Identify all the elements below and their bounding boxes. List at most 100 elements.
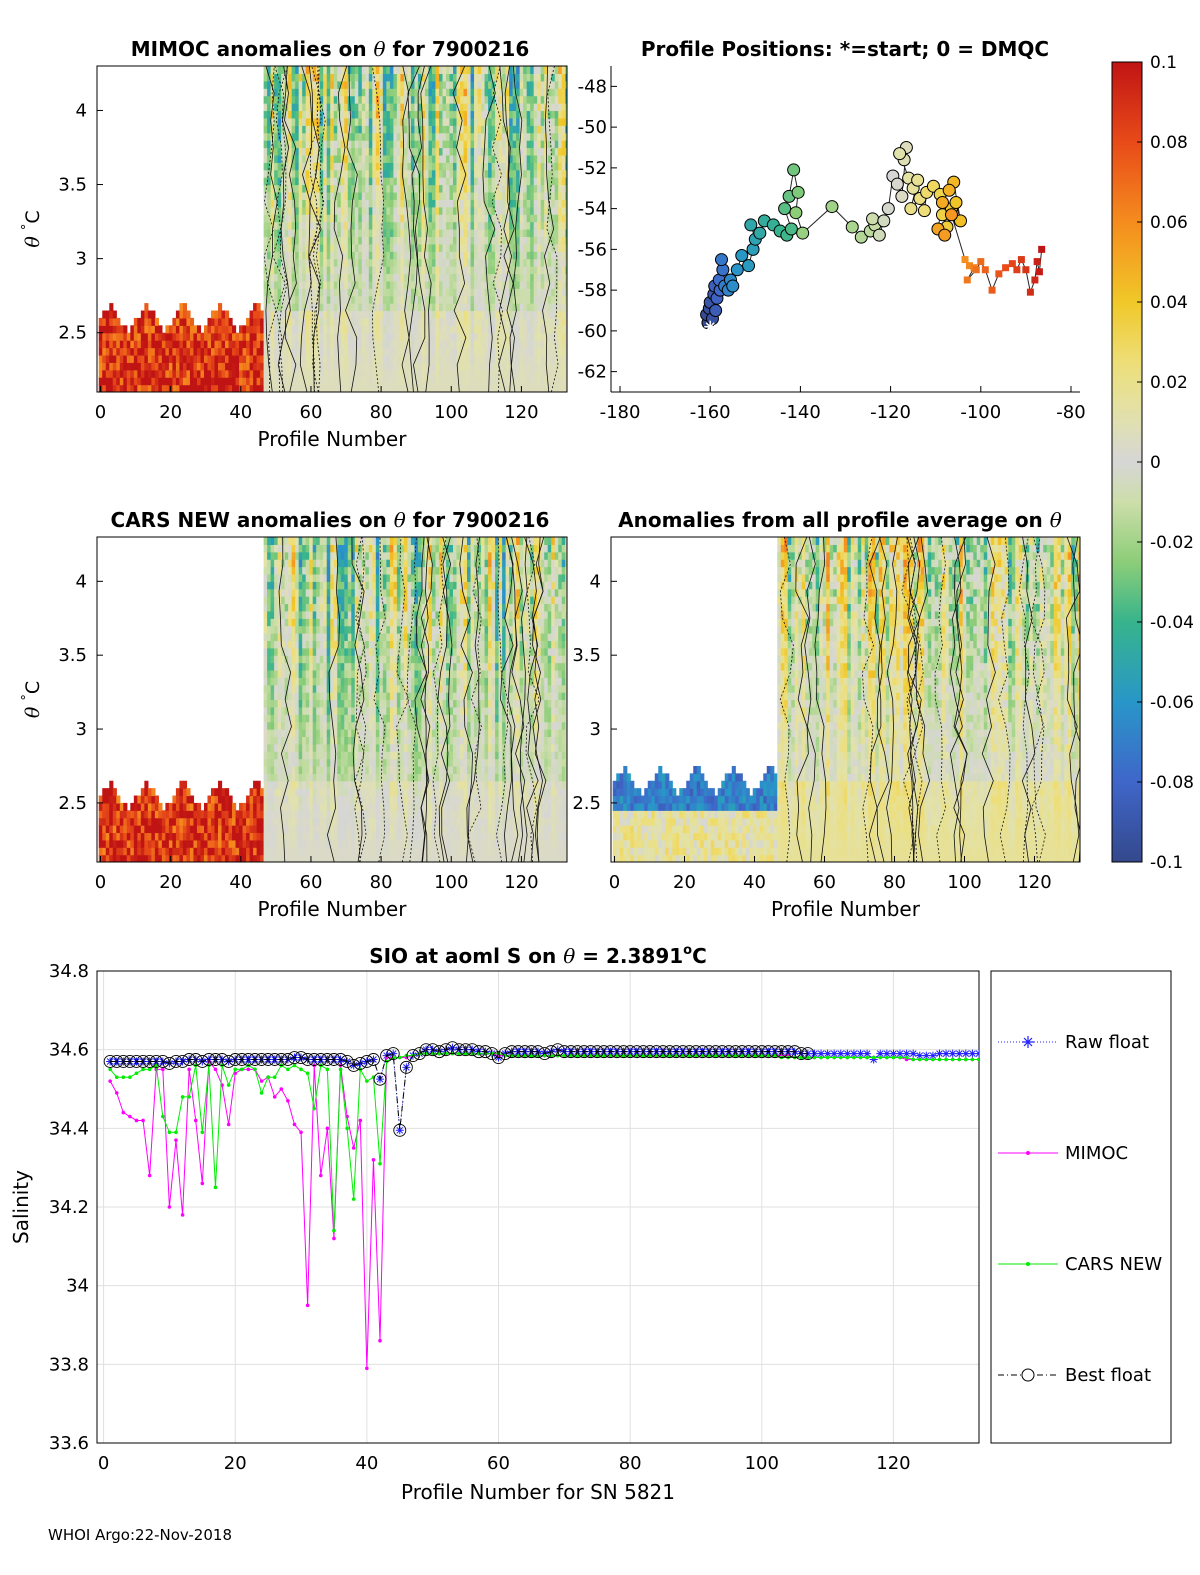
raw-point (283, 1055, 292, 1064)
best-point (656, 1045, 670, 1059)
cars-point (378, 1161, 382, 1166)
position-point (1038, 245, 1046, 253)
cars-point (838, 1055, 843, 1060)
position-point (872, 228, 886, 242)
best-point (676, 1045, 690, 1059)
colorbar-tick-label: 0.02 (1150, 373, 1188, 393)
raw-point (356, 1059, 365, 1068)
best-point (636, 1045, 650, 1059)
best-point (524, 1045, 538, 1059)
cars-point (404, 1053, 409, 1058)
cars-point (134, 1071, 139, 1076)
cars-point (917, 1057, 922, 1062)
raw-point (139, 1057, 148, 1066)
average-ytick-label: 3 (590, 719, 601, 740)
raw-point (889, 1049, 898, 1058)
best-point (123, 1055, 137, 1068)
best-point (334, 1053, 347, 1066)
salinity-ylabel: Salinity (9, 1170, 33, 1244)
best-point (419, 1043, 433, 1057)
cars-point (128, 1075, 132, 1079)
best-point (682, 1045, 696, 1059)
positions-xtick-label: -100 (960, 402, 1001, 423)
colorbar-tick-label: 0.04 (1150, 293, 1188, 313)
start-marker (704, 320, 717, 333)
raw-point (902, 1049, 911, 1058)
mimoc-point (318, 1173, 323, 1178)
position-point (730, 263, 744, 277)
cars-point (891, 1055, 896, 1060)
cars-point (871, 1055, 876, 1060)
positions-xtick-label: -120 (870, 402, 911, 423)
mimoc-point (114, 1091, 119, 1095)
mimoc-point (286, 1099, 290, 1103)
salinity-xtick-label: 120 (876, 1453, 910, 1474)
average-axes (610, 536, 1081, 863)
best-point (551, 1043, 565, 1057)
best-point (301, 1053, 315, 1066)
best-point (505, 1045, 519, 1059)
position-point (877, 214, 891, 228)
best-point (603, 1045, 617, 1059)
cars-point (898, 1055, 902, 1060)
position-point (742, 259, 756, 273)
best-point (761, 1045, 775, 1059)
raw-point (560, 1047, 569, 1056)
best-line (110, 1047, 808, 1131)
mimoc-point (984, 1058, 988, 1062)
best-point (538, 1047, 552, 1061)
position-point (784, 222, 798, 236)
colorbar-tick-label: -0.06 (1150, 693, 1194, 713)
cars-ytick-label: 4 (76, 571, 87, 592)
salinity-ytick-label: 34.2 (49, 1197, 89, 1218)
mimoc-axes (96, 65, 568, 393)
raw-point (106, 1057, 115, 1066)
mimoc-point (167, 1205, 172, 1209)
position-point (791, 185, 805, 199)
best-point (623, 1045, 637, 1059)
salinity-xlabel: Profile Number for SN 5821 (401, 1480, 675, 1504)
best-point (630, 1045, 644, 1059)
raw-point (231, 1055, 240, 1064)
position-point (845, 220, 859, 234)
raw-point (422, 1045, 431, 1054)
mimoc-point (147, 1173, 152, 1178)
legend-label-raw: Raw float (1065, 1032, 1149, 1053)
best-point (393, 1123, 407, 1137)
cars-point (292, 1063, 297, 1068)
best-point (268, 1053, 282, 1066)
best-point (143, 1055, 157, 1068)
best-point (320, 1053, 334, 1066)
best-point (202, 1053, 216, 1066)
mimoc-ylabel: θ °C (20, 210, 44, 247)
average-title: Anomalies from all profile average on θ (618, 508, 1062, 532)
positions-ytick-label: -54 (578, 199, 607, 220)
cars-point (964, 1057, 968, 1062)
best-point (485, 1047, 499, 1061)
mimoc-point (332, 1236, 336, 1241)
best-point (195, 1055, 209, 1068)
mimoc-xtick-label: 20 (159, 402, 182, 423)
best-point (281, 1053, 295, 1066)
raw-point (922, 1051, 931, 1060)
best-point (149, 1055, 163, 1068)
best-point (669, 1045, 683, 1059)
cars-point (272, 1075, 277, 1079)
average-xtick-label: 20 (673, 872, 696, 893)
mimoc-ylabel-text: θ °C (20, 210, 44, 247)
cars-xtick-label: 100 (434, 872, 468, 893)
mimoc-point (365, 1366, 369, 1371)
raw-point (915, 1051, 924, 1060)
positions-ytick-label: -58 (578, 280, 607, 301)
cars-point (114, 1075, 119, 1079)
salinity-axes (96, 970, 980, 1444)
salinity-xtick-label: 20 (224, 1453, 247, 1474)
mimoc-point (180, 1213, 185, 1217)
best-point (274, 1053, 288, 1066)
salinity-legend (990, 970, 1172, 1444)
average-xtick-label: 80 (883, 872, 906, 893)
raw-point (784, 1047, 793, 1056)
cars-point (819, 1055, 823, 1060)
best-point (584, 1045, 598, 1059)
best-point (445, 1041, 459, 1055)
